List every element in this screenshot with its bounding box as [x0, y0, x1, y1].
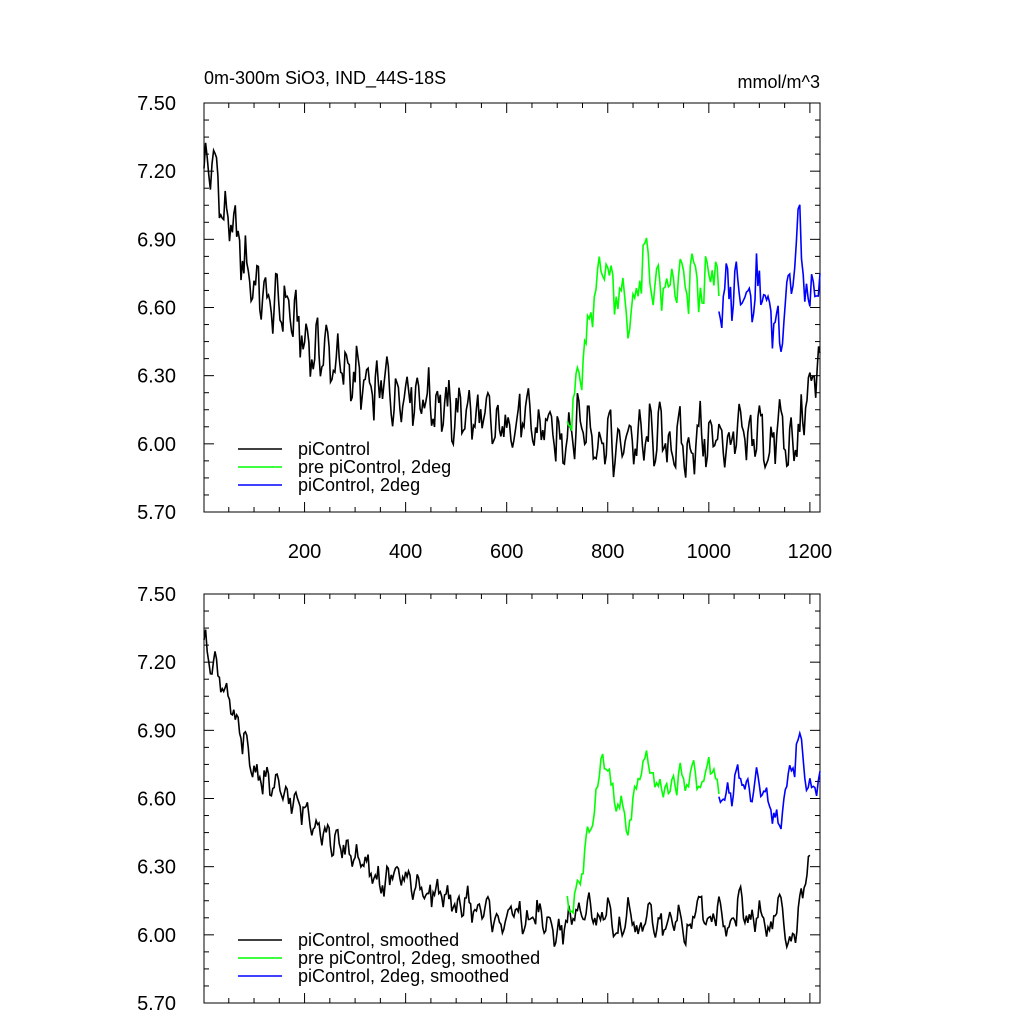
legend-label: piControl, smoothed — [298, 930, 459, 950]
legend-label: piControl, 2deg, smoothed — [298, 966, 509, 986]
y-tick-label: 6.90 — [137, 229, 176, 251]
y-tick-label: 6.30 — [137, 857, 176, 879]
series-line-pre-picontrol-2deg — [566, 237, 720, 431]
legend-label: pre piControl, 2deg, smoothed — [298, 948, 540, 968]
y-tick-label: 6.00 — [137, 434, 176, 456]
series-line-picontrol-2deg — [718, 204, 821, 352]
y-tick-label: 6.60 — [137, 789, 176, 811]
y-tick-label: 6.90 — [137, 720, 176, 742]
y-tick-label: 6.00 — [137, 925, 176, 947]
y-tick-label: 7.20 — [137, 161, 176, 183]
legend-label: pre piControl, 2deg — [298, 457, 451, 477]
panel-smoothed: 5.70 6.00 6.30 6.60 6.90 7.20 7.50 piControl, s… — [137, 584, 821, 1015]
y-tick-label: 7.50 — [137, 584, 176, 606]
x-tick-label: 800 — [591, 541, 624, 563]
figure-units: mmol/m^3 — [738, 72, 820, 92]
series-line-picontrol — [203, 142, 821, 478]
y-tick-label: 5.70 — [137, 502, 176, 524]
series-line-picontrol-smoothed — [203, 629, 811, 950]
series-line-pre-picontrol-2deg-smoothed — [566, 750, 720, 915]
x-tick-label: 400 — [389, 541, 422, 563]
y-tick-label: 7.20 — [137, 652, 176, 674]
x-tick-label: 1200 — [788, 541, 833, 563]
x-tick-label: 600 — [490, 541, 523, 563]
x-tick-label: 200 — [288, 541, 321, 563]
series-line-picontrol-2deg-smoothed — [718, 730, 821, 830]
y-tick-label: 7.50 — [137, 93, 176, 115]
legend-label: piControl, 2deg — [298, 475, 420, 495]
legend-label: piControl — [298, 439, 370, 459]
y-tick-label: 5.70 — [137, 993, 176, 1015]
plot-frame — [203, 593, 821, 1004]
panel-raw: 5.70 6.00 6.30 6.60 6.90 7.20 7.50 200 400 600 800… — [137, 93, 832, 563]
x-tick-label: 1000 — [687, 541, 732, 563]
y-tick-label: 6.60 — [137, 298, 176, 320]
figure-title: 0m-300m SiO3, IND_44S-18S — [204, 68, 446, 89]
y-tick-label: 6.30 — [137, 366, 176, 388]
